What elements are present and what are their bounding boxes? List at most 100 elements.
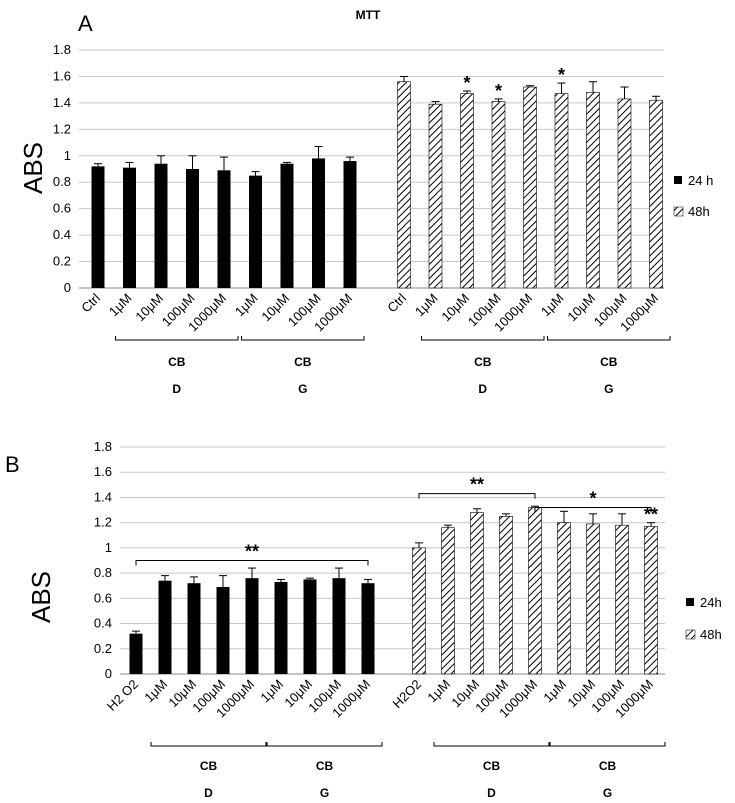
y-tick-label: 0.2: [53, 254, 71, 269]
panel-b: B ABS 0 0.2 0.4 0.6 0.8 1 1.2 1.4 1.6 1.8 ** H2 O…: [5, 439, 722, 800]
y-axis-label: ABS: [26, 571, 56, 623]
bar: [441, 527, 455, 675]
bar: [91, 166, 105, 288]
gridlines: [120, 446, 665, 675]
gridlines: [79, 49, 664, 289]
group-label: CB: [294, 355, 312, 369]
bar: [528, 507, 542, 675]
bar: [332, 578, 346, 674]
bar: [343, 161, 357, 288]
bar: [428, 103, 443, 289]
bar: [216, 586, 230, 674]
group-brace: [241, 336, 365, 341]
panel-label: A: [78, 11, 93, 36]
group-brace: [433, 742, 550, 747]
bar: [397, 81, 411, 289]
y-tick-label: 0.6: [53, 201, 71, 216]
legend-label-48h: 48h: [700, 627, 722, 642]
legend-swatch-24h: [674, 176, 682, 184]
group-brace: [421, 336, 545, 341]
group-label: CB: [316, 759, 334, 773]
x-tick-label: H2 O2: [104, 677, 141, 714]
legend-label-24h: 24h: [700, 595, 722, 610]
legend: 24 h 48h: [673, 173, 713, 219]
y-tick-label: 1.8: [94, 439, 112, 454]
group-sublabel: D: [172, 382, 181, 396]
x-tick-label: 1μM: [538, 291, 567, 320]
group-sublabel: G: [320, 786, 329, 800]
y-tick-labels: 0 0.2 0.4 0.6 0.8 1 1.2 1.4 1.6 1.8: [94, 439, 112, 681]
bars: * * *: [91, 65, 663, 289]
y-tick-label: 0.2: [94, 641, 112, 656]
chart-title: MTT: [356, 8, 381, 22]
legend-label-24h: 24 h: [688, 173, 713, 188]
group-brace: [115, 336, 239, 341]
bar: [280, 163, 294, 288]
significance-mark: *: [558, 65, 565, 85]
significance-bracket: [135, 560, 369, 566]
bar: [470, 512, 484, 675]
y-tick-label: 1.8: [53, 42, 71, 57]
significance-mark: *: [495, 81, 502, 101]
significance-brackets: *****: [135, 475, 652, 566]
y-tick-label: 0.4: [53, 227, 71, 242]
group-label: CB: [200, 759, 218, 773]
bar: [274, 581, 288, 674]
legend-swatch-48h: [685, 629, 696, 640]
y-tick-label: 0: [105, 666, 112, 681]
x-tick-label: H2O2: [389, 677, 424, 712]
x-tick-label: Ctrl: [78, 290, 103, 315]
group-label: CB: [483, 759, 501, 773]
x-tick-label: 1μM: [412, 291, 441, 320]
significance-mark: **: [245, 542, 259, 562]
group-labels: CB D CB G CB D CB G: [150, 742, 666, 800]
significance-mark: **: [470, 475, 484, 495]
bar: [586, 92, 600, 289]
bar: [649, 99, 663, 289]
panel-a: A MTT ABS 00.20.40.60.811.21.41.61.8 * **…: [18, 8, 713, 396]
significance-mark: *: [589, 489, 596, 509]
y-tick-label: 1.6: [53, 68, 71, 83]
y-tick-label: 0.4: [94, 616, 112, 631]
bar: [615, 524, 629, 675]
bar: [644, 526, 658, 675]
y-tick-label: 0.8: [53, 174, 71, 189]
y-tick-label: 1: [64, 148, 71, 163]
panel-label: B: [5, 452, 20, 477]
y-tick-label: 1.2: [53, 121, 71, 136]
legend-swatch-48h: [673, 206, 684, 217]
bar: [491, 101, 506, 289]
y-tick-labels: 0 0.2 0.4 0.6 0.8 1 1.2 1.4 1.6 1.8: [53, 42, 71, 295]
bar: [499, 516, 513, 675]
bar: [312, 158, 325, 288]
group-brace: [547, 336, 671, 341]
bar: [249, 175, 262, 288]
group-label: CB: [600, 355, 618, 369]
group-brace: [266, 742, 383, 747]
y-tick-label: 1.4: [94, 489, 112, 504]
significance-mark: **: [644, 505, 658, 525]
significance-bracket: [418, 493, 536, 499]
group-label: CB: [474, 355, 492, 369]
group-labels: CB D CB G CB D CB G: [115, 336, 671, 396]
x-tick-label: 1μM: [106, 291, 135, 320]
legend: 24h 48h: [685, 595, 722, 642]
bar: [412, 547, 426, 675]
bar: [186, 169, 199, 288]
group-sublabel: D: [204, 786, 213, 800]
bar: [460, 93, 474, 289]
legend-label-48h: 48h: [688, 204, 710, 219]
bar: [187, 583, 201, 674]
x-tick-label: Ctrl: [384, 290, 409, 315]
bar: [523, 86, 537, 289]
group-sublabel: D: [478, 382, 487, 396]
group-label: CB: [599, 759, 617, 773]
significance-mark: *: [463, 73, 470, 93]
bar: [554, 93, 569, 289]
y-axis-label: ABS: [18, 142, 48, 194]
bar: [123, 167, 136, 288]
y-tick-label: 1: [105, 540, 112, 555]
